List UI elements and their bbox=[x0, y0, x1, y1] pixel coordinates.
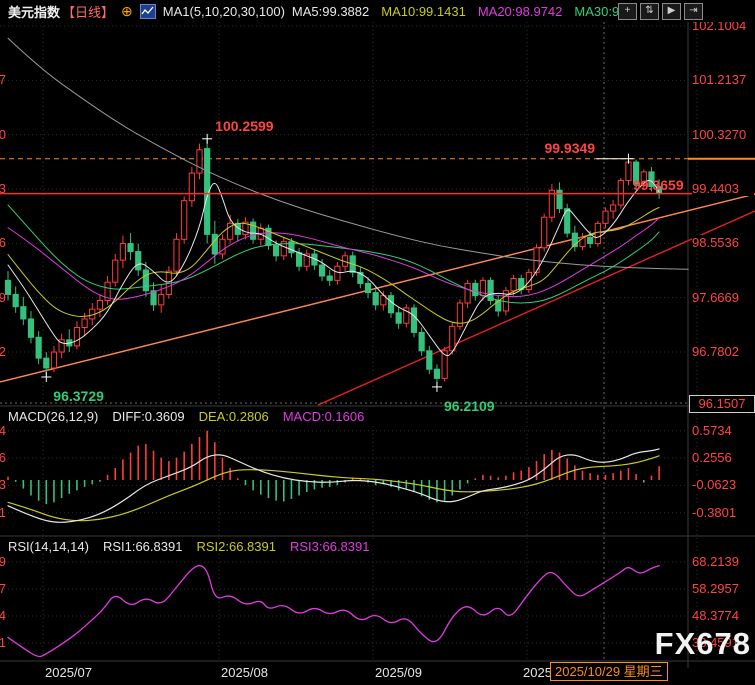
price-axis-label: 101.2137 bbox=[692, 72, 754, 88]
crosshair-date-readout: 2025/10/29 星期三 bbox=[550, 662, 668, 681]
x-axis-label: 2025/07 bbox=[45, 665, 92, 680]
mini-chart-icon[interactable] bbox=[139, 3, 156, 19]
ma-legend-value: MA20:98.9742 bbox=[477, 3, 563, 19]
price-axis-fragment: 100.3270 bbox=[0, 126, 6, 142]
rsi-axis-label: 58.2957 bbox=[692, 581, 754, 596]
macd-axis-label: -0.0623 bbox=[692, 477, 754, 493]
rsi3-value: RSI3:66.8391 bbox=[289, 539, 370, 554]
ma-legend-value: MA30:9 bbox=[574, 3, 620, 19]
macd-axis-label: -0.3801 bbox=[692, 504, 754, 520]
ma-values: MA5:99.3882 MA10:99.1431 MA20:98.9742 MA30:… bbox=[292, 4, 619, 19]
x-axis-label: 2025/09 bbox=[375, 665, 422, 680]
high-price-annotation: 100.2599 bbox=[215, 117, 274, 134]
rsi1-value: RSI1:66.8391 bbox=[102, 539, 183, 554]
macd-diff-value: DIFF:0.3609 bbox=[112, 409, 185, 424]
axis-zoom-icon[interactable]: ⇅ bbox=[640, 3, 659, 20]
ma-legend-value: MA10:99.1431 bbox=[381, 3, 466, 19]
rsi-axis-label: 48.3774 bbox=[692, 608, 754, 624]
macd-axis-label: 0.2556 bbox=[692, 450, 754, 466]
x-axis-label: 2025 bbox=[523, 665, 552, 680]
macd-axis-fragment: 0.2556 bbox=[0, 450, 6, 466]
rsi-axis-fragment: 38.4591 bbox=[0, 635, 6, 651]
pan-crosshair-icon[interactable]: + bbox=[618, 3, 637, 20]
period-selector[interactable]: 【日线】 bbox=[62, 4, 115, 20]
exit-right-icon[interactable]: ⇥ bbox=[684, 3, 703, 20]
rsi-title[interactable]: RSI(14,14,14) bbox=[8, 539, 89, 554]
symbol-title: 美元指数 bbox=[8, 4, 61, 20]
price-axis-label: 99.4403 bbox=[692, 181, 754, 196]
price-axis-label: 97.6669 bbox=[692, 289, 754, 305]
macd-axis-label: 0.5734 bbox=[692, 422, 754, 438]
macd-title[interactable]: MACD(26,12,9) bbox=[8, 409, 99, 424]
macd-axis-fragment: -0.3801 bbox=[0, 504, 6, 520]
rsi2-value: RSI2:66.8391 bbox=[196, 539, 276, 554]
chart-header-bar: 美元指数 【日线】 ⊕ MA1(5,10,20,30,100) MA5:99.38… bbox=[0, 0, 755, 22]
low-price-annotation: 96.3729 bbox=[53, 387, 104, 404]
ma-config-label: MA1(5,10,20,30,100) bbox=[162, 3, 285, 19]
ma-legend-value: MA5:99.3882 bbox=[291, 3, 370, 19]
macd-hist-value: MACD:0.1606 bbox=[282, 409, 365, 424]
macd-header: MACD(26,12,9) DIFF:0.3609 DEA:0.2806 MAC… bbox=[8, 409, 375, 424]
macd-axis-fragment: -0.0623 bbox=[0, 477, 6, 493]
x-axis-label: 2025/08 bbox=[221, 665, 268, 680]
rsi-axis-fragment: 58.2957 bbox=[0, 581, 6, 596]
chart-toolbar: + ⇅ ▶ ⇥ bbox=[618, 3, 703, 20]
price-axis-label: 96.7802 bbox=[692, 344, 754, 360]
crosshair-price-readout: 96.1507 bbox=[689, 395, 755, 413]
high-price-annotation: 99.9349 bbox=[544, 139, 596, 156]
axis-play-icon[interactable]: ▶ bbox=[662, 3, 681, 20]
rsi-axis-fragment: 48.3774 bbox=[0, 608, 6, 624]
price-axis-label: 98.5536 bbox=[692, 235, 754, 251]
rsi-header: RSI(14,14,14) RSI1:66.8391 RSI2:66.8391 … bbox=[8, 539, 380, 554]
low-price-annotation: 96.2109 bbox=[443, 397, 495, 414]
price-axis-fragment: 101.2137 bbox=[0, 72, 6, 88]
macd-axis-fragment: 0.5734 bbox=[0, 422, 6, 438]
rsi-axis-label: 68.2139 bbox=[692, 554, 754, 569]
rsi-axis-label: 38.4591 bbox=[692, 635, 754, 651]
price-axis-fragment: 97.6669 bbox=[0, 289, 6, 305]
watermark-logo: FX678 bbox=[654, 626, 751, 661]
add-indicator-icon[interactable]: ⊕ bbox=[121, 2, 133, 19]
price-axis-fragment: 99.4403 bbox=[0, 181, 6, 196]
price-axis-label: 100.3270 bbox=[692, 126, 754, 142]
macd-dea-value: DEA:0.2806 bbox=[198, 409, 269, 424]
rsi-axis-fragment: 68.2139 bbox=[0, 554, 6, 569]
current-price-annotation: 99.3659 bbox=[633, 176, 684, 193]
price-axis-fragment: 96.7802 bbox=[0, 344, 6, 360]
price-axis-fragment: 98.5536 bbox=[0, 235, 6, 251]
